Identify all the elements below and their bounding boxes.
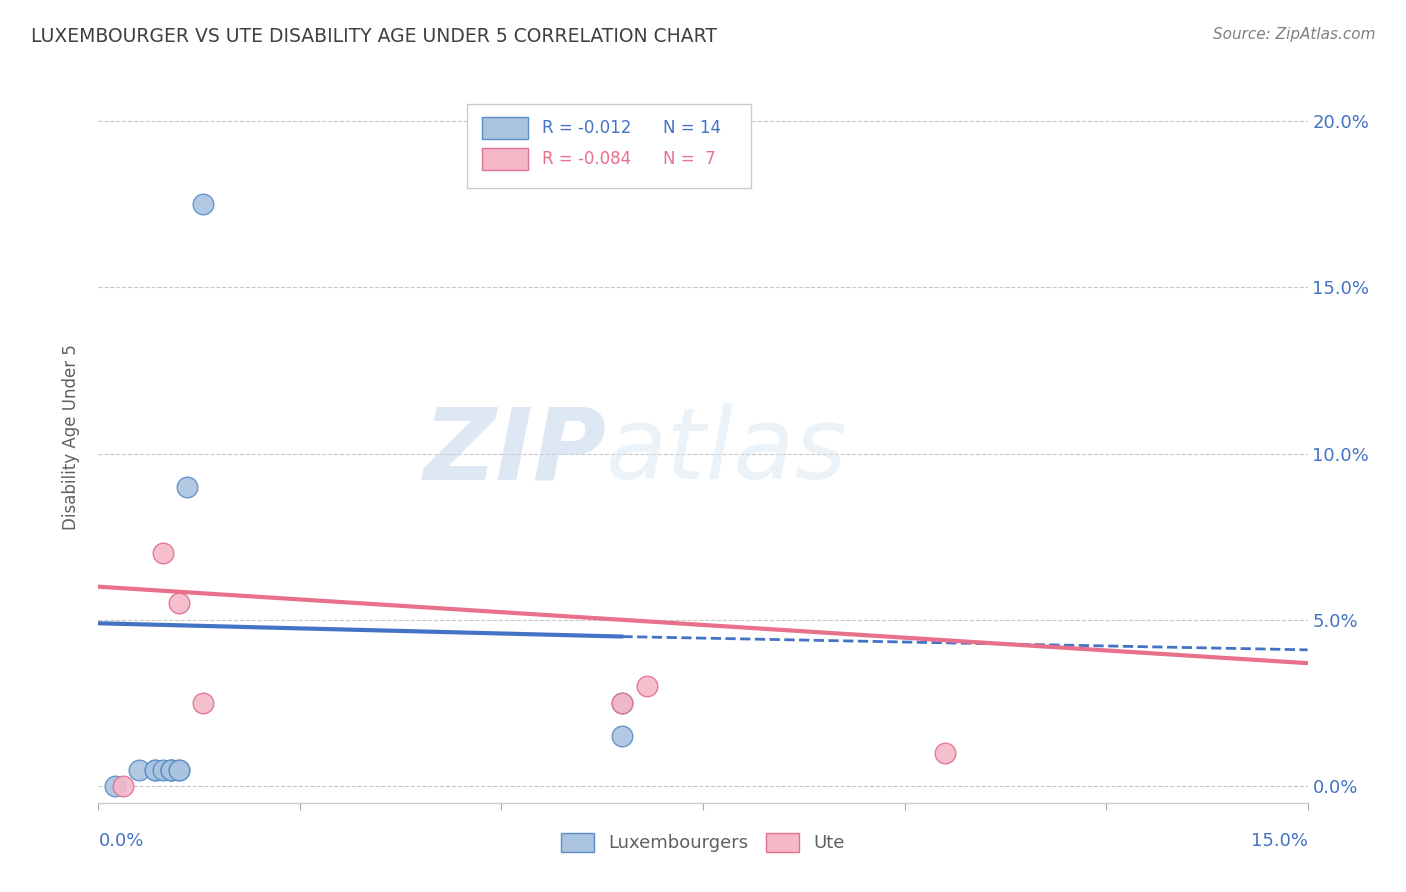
Y-axis label: Disability Age Under 5: Disability Age Under 5 bbox=[62, 344, 80, 530]
Point bbox=[160, 763, 183, 777]
Text: N =  7: N = 7 bbox=[664, 150, 716, 168]
Point bbox=[111, 779, 134, 793]
Point bbox=[152, 763, 174, 777]
Text: N = 14: N = 14 bbox=[664, 120, 721, 137]
Point bbox=[103, 779, 125, 793]
Point bbox=[193, 696, 215, 710]
FancyBboxPatch shape bbox=[467, 104, 751, 188]
Text: atlas: atlas bbox=[606, 403, 848, 500]
Text: ZIP: ZIP bbox=[423, 403, 606, 500]
Point bbox=[193, 197, 215, 211]
Text: 15.0%: 15.0% bbox=[1250, 832, 1308, 850]
Point bbox=[612, 696, 634, 710]
Point bbox=[160, 763, 183, 777]
Point bbox=[612, 696, 634, 710]
Point bbox=[176, 480, 198, 494]
Legend: Luxembourgers, Ute: Luxembourgers, Ute bbox=[554, 826, 852, 860]
FancyBboxPatch shape bbox=[482, 148, 527, 170]
Text: Source: ZipAtlas.com: Source: ZipAtlas.com bbox=[1212, 27, 1375, 42]
Point bbox=[167, 596, 190, 610]
Point bbox=[167, 763, 190, 777]
Point bbox=[167, 763, 190, 777]
Point bbox=[143, 763, 166, 777]
Point bbox=[152, 546, 174, 560]
Point bbox=[160, 763, 183, 777]
Point bbox=[612, 729, 634, 743]
Text: R = -0.012: R = -0.012 bbox=[543, 120, 631, 137]
Point bbox=[143, 763, 166, 777]
Text: 0.0%: 0.0% bbox=[98, 832, 143, 850]
Text: LUXEMBOURGER VS UTE DISABILITY AGE UNDER 5 CORRELATION CHART: LUXEMBOURGER VS UTE DISABILITY AGE UNDER… bbox=[31, 27, 717, 45]
Text: R = -0.084: R = -0.084 bbox=[543, 150, 631, 168]
Point bbox=[934, 746, 956, 760]
Point bbox=[128, 763, 150, 777]
Point bbox=[636, 680, 658, 694]
FancyBboxPatch shape bbox=[482, 118, 527, 139]
